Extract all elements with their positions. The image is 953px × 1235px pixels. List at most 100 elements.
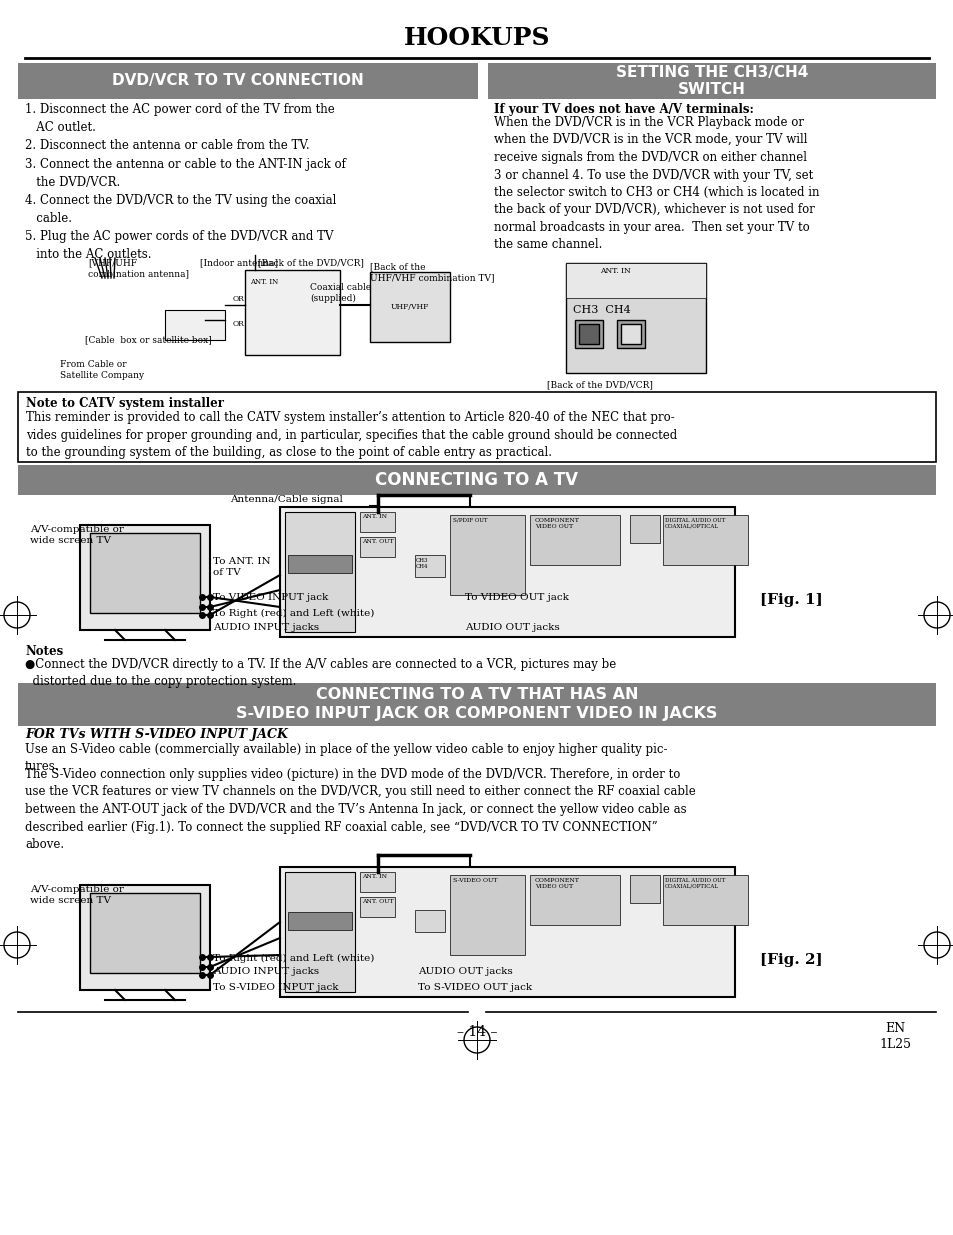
Bar [18,683,935,726]
Bar [18,63,477,99]
Circle shape [510,530,519,540]
Text: HOOKUPS: HOOKUPS [403,26,550,49]
Bar [165,310,225,340]
Text: COMPONENT
VIDEO OUT: COMPONENT VIDEO OUT [535,517,579,529]
Text: CONNECTING TO A TV THAT HAS AN
S-VIDEO INPUT JACK OR COMPONENT VIDEO IN JACKS: CONNECTING TO A TV THAT HAS AN S-VIDEO I… [236,687,717,721]
Bar [530,515,619,564]
Bar [18,391,935,462]
Text: The S-Video connection only supplies video (picture) in the DVD mode of the DVD/: The S-Video connection only supplies vid… [25,768,695,851]
Text: When the DVD/VCR is in the VCR Playback mode or
when the DVD/VCR is in the VCR m: When the DVD/VCR is in the VCR Playback … [494,116,819,252]
Text: ANT. IN: ANT. IN [361,514,387,519]
Text: [Back of the DVD/VCR]: [Back of the DVD/VCR] [546,380,652,389]
Text: OR: OR [233,295,245,303]
Bar [662,876,747,925]
Bar [530,876,619,925]
Circle shape [450,913,459,923]
Circle shape [510,572,519,582]
Circle shape [450,572,459,582]
Text: [Fig. 2]: [Fig. 2] [760,953,821,967]
Bar [359,897,395,918]
Text: [Fig. 1]: [Fig. 1] [760,593,821,606]
Circle shape [490,890,499,900]
Circle shape [551,904,562,916]
Text: A/V-compatible or
wide screen TV: A/V-compatible or wide screen TV [30,525,124,545]
Bar [280,508,734,637]
Text: To VIDEO INPUT jack: To VIDEO INPUT jack [213,594,328,603]
Text: To Right (red) and Left (white): To Right (red) and Left (white) [213,953,374,962]
Circle shape [470,553,479,563]
Bar [359,537,395,557]
Bar [370,272,450,342]
Text: ●Connect the DVD/VCR directly to a TV. If the A/V cables are connected to a VCR,: ●Connect the DVD/VCR directly to a TV. I… [25,658,616,688]
Text: ANT. IN: ANT. IN [599,267,630,275]
Circle shape [450,553,459,563]
Bar [565,263,705,373]
Bar [415,910,444,932]
Text: 5. Plug the AC power cords of the DVD/VCR and TV
   into the AC outlets.: 5. Plug the AC power cords of the DVD/VC… [25,230,334,261]
Circle shape [470,913,479,923]
Text: EN
1L25: EN 1L25 [878,1023,910,1051]
Bar [629,876,659,903]
Circle shape [470,932,479,942]
Circle shape [450,890,459,900]
Circle shape [470,572,479,582]
Circle shape [450,530,459,540]
Text: ANT. IN: ANT. IN [361,874,387,879]
Text: ANT. IN: ANT. IN [250,278,278,287]
Text: FOR TVs WITH S-VIDEO INPUT JACK: FOR TVs WITH S-VIDEO INPUT JACK [25,727,288,741]
Text: [Back of the
UHF/VHF combination TV]: [Back of the UHF/VHF combination TV] [370,262,494,282]
Text: DIGITAL AUDIO OUT
COAXIAL/OPTICAL: DIGITAL AUDIO OUT COAXIAL/OPTICAL [664,517,724,529]
Bar [662,515,747,564]
Text: UHF/VHF: UHF/VHF [391,303,429,311]
Circle shape [571,904,582,916]
Bar [90,893,200,973]
Text: DIGITAL AUDIO OUT
COAXIAL/OPTICAL: DIGITAL AUDIO OUT COAXIAL/OPTICAL [664,878,724,889]
Bar [280,867,734,997]
Circle shape [450,932,459,942]
Text: 2. Disconnect the antenna or cable from the TV.: 2. Disconnect the antenna or cable from … [25,138,310,152]
Text: [Cable  box or satellite box]: [Cable box or satellite box] [85,335,212,345]
Bar [359,513,395,532]
Bar [617,320,644,348]
Circle shape [510,913,519,923]
Text: A/V-compatible or
wide screen TV: A/V-compatible or wide screen TV [30,885,124,905]
Bar [565,263,705,298]
Text: COMPONENT
VIDEO OUT: COMPONENT VIDEO OUT [535,878,579,889]
Text: Use an S-Video cable (commercially available) in place of the yellow video cable: Use an S-Video cable (commercially avail… [25,743,667,773]
Bar [629,515,659,543]
Circle shape [490,932,499,942]
Text: CH3
CH4: CH3 CH4 [416,558,428,569]
Circle shape [571,543,582,556]
Bar [90,534,200,613]
Circle shape [531,904,542,916]
Text: CH3  CH4: CH3 CH4 [573,305,630,315]
Text: Antenna/Cable signal: Antenna/Cable signal [230,495,342,505]
Circle shape [490,553,499,563]
Text: Notes: Notes [25,645,63,658]
Bar [245,270,339,354]
Text: ANT. OUT: ANT. OUT [361,538,394,543]
Text: S-VIDEO OUT: S-VIDEO OUT [453,878,497,883]
Text: AUDIO OUT jacks: AUDIO OUT jacks [417,967,512,977]
Text: If your TV does not have A/V terminals:: If your TV does not have A/V terminals: [494,103,753,116]
Text: Note to CATV system installer: Note to CATV system installer [26,396,224,410]
Circle shape [510,890,519,900]
Bar [288,911,352,930]
Text: 1. Disconnect the AC power cord of the TV from the
   AC outlet.: 1. Disconnect the AC power cord of the T… [25,103,335,135]
Text: AUDIO INPUT jacks: AUDIO INPUT jacks [213,967,319,977]
Circle shape [490,530,499,540]
Text: From Cable or
Satellite Company: From Cable or Satellite Company [60,359,144,380]
Text: AUDIO INPUT jacks: AUDIO INPUT jacks [213,622,319,631]
Text: To S-VIDEO INPUT jack: To S-VIDEO INPUT jack [213,983,338,992]
Circle shape [490,572,499,582]
Circle shape [470,890,479,900]
Text: CONNECTING TO A TV: CONNECTING TO A TV [375,471,578,489]
Bar [578,324,598,345]
Bar [450,515,524,595]
Text: To S-VIDEO OUT jack: To S-VIDEO OUT jack [417,983,532,992]
Bar [575,320,602,348]
Circle shape [510,553,519,563]
Text: AUDIO OUT jacks: AUDIO OUT jacks [464,622,559,631]
Bar [80,525,210,630]
Bar [285,872,355,992]
